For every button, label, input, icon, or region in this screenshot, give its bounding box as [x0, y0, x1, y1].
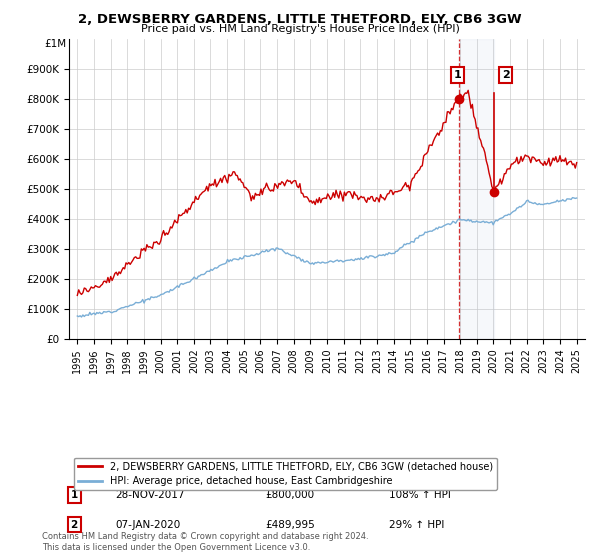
Text: Contains HM Land Registry data © Crown copyright and database right 2024.
This d: Contains HM Land Registry data © Crown c…: [42, 532, 368, 552]
Legend: 2, DEWSBERRY GARDENS, LITTLE THETFORD, ELY, CB6 3GW (detached house), HPI: Avera: 2, DEWSBERRY GARDENS, LITTLE THETFORD, E…: [74, 458, 497, 490]
Text: 29% ↑ HPI: 29% ↑ HPI: [389, 520, 444, 530]
Text: £489,995: £489,995: [265, 520, 315, 530]
Text: 07-JAN-2020: 07-JAN-2020: [115, 520, 181, 530]
Text: £800,000: £800,000: [265, 489, 314, 500]
Text: 2: 2: [502, 70, 509, 80]
Text: 1: 1: [453, 70, 461, 80]
Bar: [459, 39, 494, 339]
Text: 1: 1: [71, 489, 78, 500]
Text: 28-NOV-2017: 28-NOV-2017: [115, 489, 185, 500]
Text: 108% ↑ HPI: 108% ↑ HPI: [389, 489, 451, 500]
Text: £1M: £1M: [44, 39, 67, 49]
Text: Price paid vs. HM Land Registry's House Price Index (HPI): Price paid vs. HM Land Registry's House …: [140, 24, 460, 34]
Text: 2, DEWSBERRY GARDENS, LITTLE THETFORD, ELY, CB6 3GW: 2, DEWSBERRY GARDENS, LITTLE THETFORD, E…: [78, 13, 522, 26]
Text: 2: 2: [71, 520, 78, 530]
